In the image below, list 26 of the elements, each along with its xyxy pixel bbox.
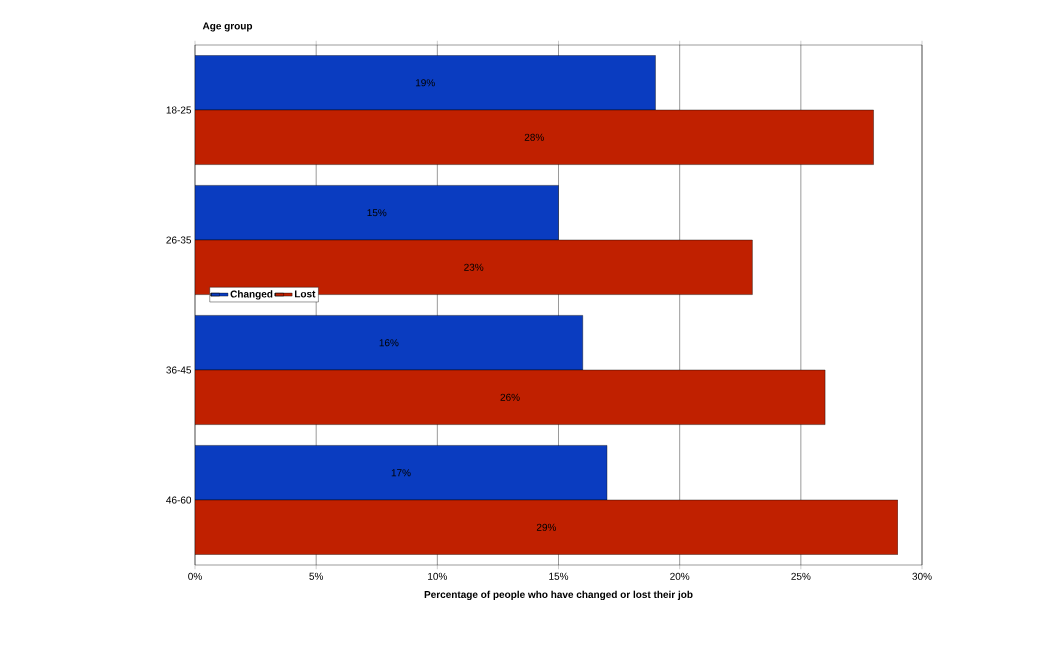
y-tick-label: 18-25 bbox=[166, 106, 192, 114]
x-axis-title: Percentage of people who have changed or lost their job bbox=[424, 590, 693, 601]
data-label: 19% bbox=[415, 79, 435, 87]
legend-label: Changed bbox=[230, 290, 273, 300]
x-tick-label: 20% bbox=[670, 572, 690, 580]
x-tick-label: 0% bbox=[188, 572, 202, 580]
data-label: 29% bbox=[536, 523, 557, 531]
x-tick-label: 5% bbox=[309, 572, 324, 580]
x-tick-label: 30% bbox=[912, 572, 932, 580]
bar bbox=[195, 369, 826, 425]
bar bbox=[195, 499, 898, 555]
data-label: 16% bbox=[379, 339, 399, 347]
data-label: 23% bbox=[464, 263, 484, 271]
x-tick-label: 10% bbox=[428, 572, 447, 580]
data-label: 28% bbox=[524, 133, 544, 141]
y-tick-label: 46-60 bbox=[166, 496, 192, 504]
x-tick-label: 25% bbox=[791, 572, 811, 580]
y-tick-label: 26-35 bbox=[166, 236, 192, 244]
data-label: 26% bbox=[500, 393, 520, 401]
legend-label: Lost bbox=[294, 290, 316, 298]
data-label: 17% bbox=[391, 469, 411, 477]
data-label: 15% bbox=[367, 209, 387, 217]
y-tick-label: 36-45 bbox=[166, 366, 192, 374]
bar bbox=[195, 109, 874, 165]
y-axis-title: Age group bbox=[202, 22, 253, 32]
x-tick-label: 15% bbox=[549, 572, 569, 580]
